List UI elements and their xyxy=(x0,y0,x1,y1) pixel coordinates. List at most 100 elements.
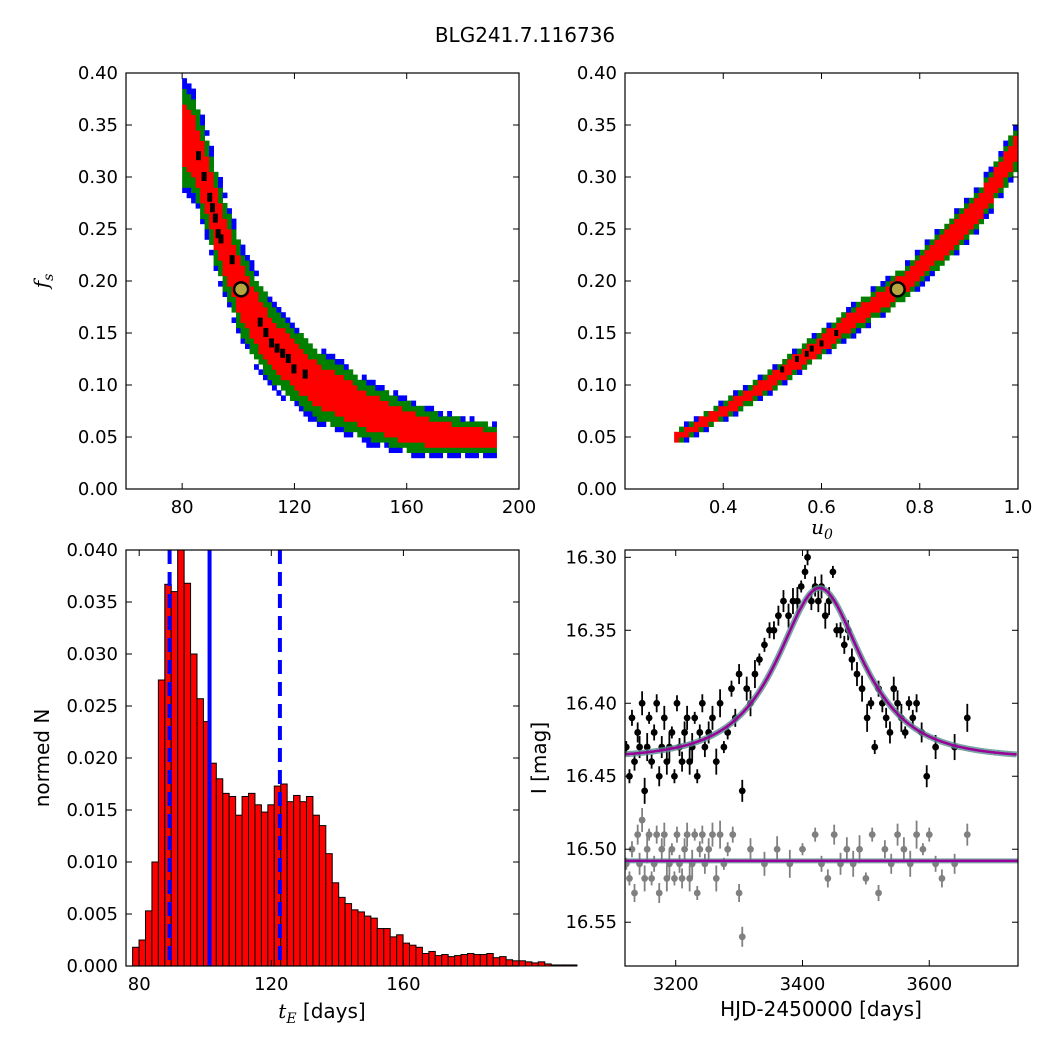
density-cell xyxy=(236,327,241,334)
density-cell xyxy=(191,109,197,115)
data-point xyxy=(919,845,927,853)
density-cell xyxy=(885,301,891,308)
density-cell xyxy=(811,333,817,339)
density-cell xyxy=(348,405,354,412)
density-cell xyxy=(919,260,926,266)
density-cell xyxy=(276,333,282,339)
histogram-bar xyxy=(241,795,250,967)
density-cell xyxy=(222,229,228,235)
density-cell xyxy=(451,452,457,459)
density-cell xyxy=(262,348,268,355)
data-point xyxy=(735,889,743,897)
density-cell xyxy=(334,426,340,433)
density-cell xyxy=(905,291,911,297)
density-cell xyxy=(325,385,331,391)
density-cell xyxy=(831,327,837,334)
data-point xyxy=(660,831,668,839)
data-point xyxy=(671,875,678,882)
data-point xyxy=(728,685,735,693)
density-cell xyxy=(182,145,188,152)
density-cell xyxy=(826,327,832,334)
density-cell xyxy=(442,426,448,433)
density-cell xyxy=(366,390,372,396)
density-cell xyxy=(949,244,955,251)
density-cell xyxy=(973,223,980,230)
y-tick-label: 0.05 xyxy=(78,427,118,448)
density-cell xyxy=(218,208,223,214)
density-cell xyxy=(276,322,282,329)
density-cell xyxy=(231,281,237,287)
density-cell xyxy=(294,327,300,334)
density-cell xyxy=(375,437,381,443)
data-point xyxy=(671,772,678,780)
density-cell xyxy=(298,395,304,401)
density-cell xyxy=(227,218,232,225)
high-density-cell xyxy=(257,317,263,327)
histogram-bar xyxy=(357,911,365,967)
density-cell xyxy=(182,104,188,110)
density-cell xyxy=(752,379,759,386)
density-cell xyxy=(213,177,219,183)
density-cell xyxy=(841,322,847,329)
density-cell xyxy=(195,109,201,115)
density-cell xyxy=(227,249,232,256)
y-tick-label: 0.035 xyxy=(66,592,118,613)
density-cell xyxy=(850,301,857,308)
density-cell xyxy=(929,260,935,266)
density-cell xyxy=(424,426,430,433)
density-cells xyxy=(182,78,497,459)
density-cell xyxy=(352,405,358,412)
density-cell xyxy=(988,197,994,204)
density-cell xyxy=(787,369,793,375)
density-cell xyxy=(307,369,313,375)
density-cell xyxy=(831,338,837,344)
density-cell xyxy=(944,244,950,251)
data-point xyxy=(856,845,863,853)
density-cell xyxy=(303,364,309,370)
density-cell xyxy=(195,197,201,204)
density-cell xyxy=(186,114,192,121)
density-cell xyxy=(204,166,210,173)
density-cell xyxy=(973,208,980,214)
density-cell xyxy=(433,411,439,417)
density-cell xyxy=(280,317,286,323)
density-cell xyxy=(929,249,935,256)
density-cell xyxy=(478,442,484,448)
density-cell xyxy=(186,88,192,95)
density-cell xyxy=(258,338,264,344)
density-cell xyxy=(1013,140,1019,147)
density-cell xyxy=(880,307,886,313)
density-cell xyxy=(222,291,228,297)
histogram-bar xyxy=(338,896,346,967)
data-point xyxy=(645,714,653,722)
density-cell xyxy=(213,171,219,178)
density-cell xyxy=(191,161,197,167)
density-cell xyxy=(334,359,340,365)
density-cell xyxy=(182,151,188,157)
density-cell xyxy=(298,333,304,339)
density-cell xyxy=(227,301,232,308)
density-cell xyxy=(262,374,268,381)
density-cell xyxy=(209,166,214,173)
density-cell xyxy=(307,343,313,349)
y-tick-label: 0.25 xyxy=(78,219,118,240)
density-cell xyxy=(361,385,367,391)
density-cell xyxy=(850,327,857,334)
density-cell xyxy=(963,229,970,235)
density-cell xyxy=(352,411,358,417)
density-cell xyxy=(841,327,847,334)
density-cell xyxy=(245,275,250,282)
y-tick-label: 0.30 xyxy=(577,167,617,188)
density-cell xyxy=(402,405,408,412)
density-cell xyxy=(963,234,970,240)
density-cell xyxy=(939,239,945,245)
density-cell xyxy=(262,359,268,365)
density-cell xyxy=(231,317,237,323)
density-cell xyxy=(747,400,754,407)
density-cell xyxy=(698,421,704,427)
density-cell xyxy=(348,369,354,375)
density-cell xyxy=(429,416,435,422)
high-density-cell xyxy=(809,345,814,352)
density-cell xyxy=(213,260,219,266)
density-cell xyxy=(929,239,935,245)
